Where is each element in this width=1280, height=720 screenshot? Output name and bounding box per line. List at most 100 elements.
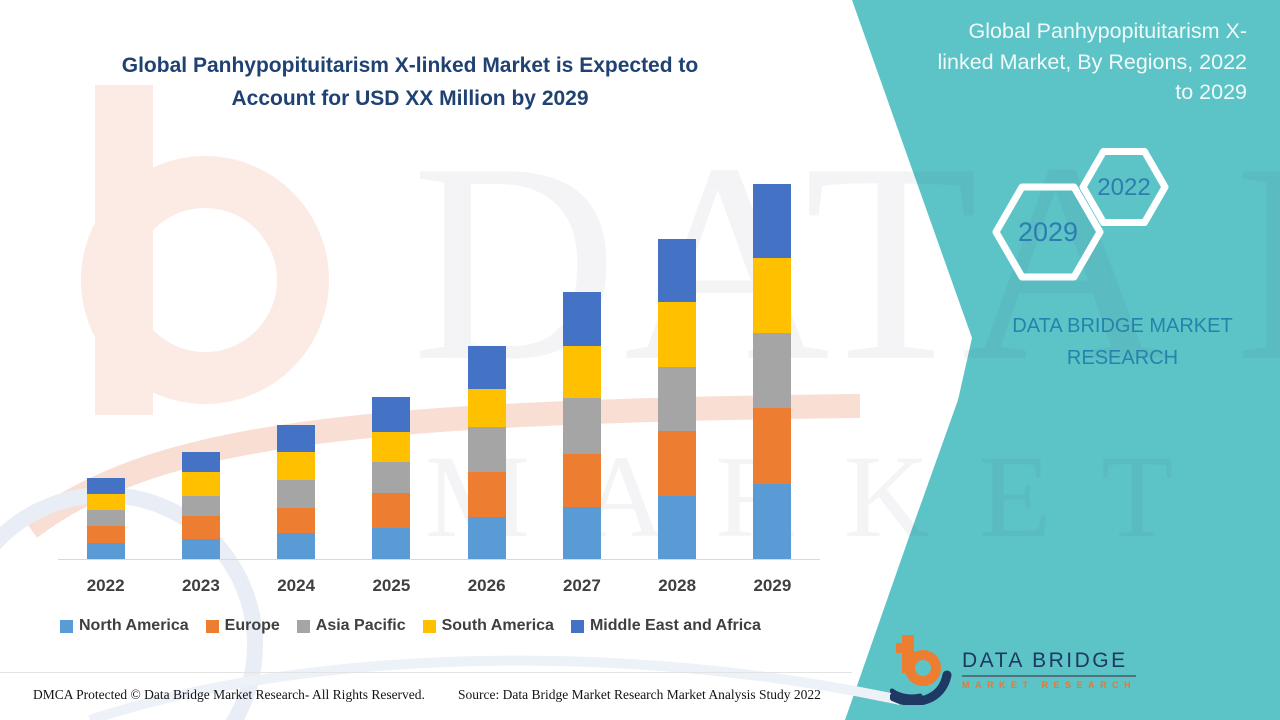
segment-middle-east-and-africa bbox=[658, 239, 697, 302]
segment-north-america bbox=[181, 539, 220, 559]
segment-north-america bbox=[372, 528, 411, 559]
dbmr-logo-icon bbox=[890, 635, 952, 705]
footer-dmca-text: DMCA Protected © Data Bridge Market Rese… bbox=[33, 687, 425, 702]
segment-north-america bbox=[753, 484, 792, 559]
segment-asia-pacific bbox=[753, 333, 792, 408]
legend-swatch bbox=[60, 619, 73, 633]
stacked-bar-2025 bbox=[372, 397, 411, 559]
legend-item-europe: Europe bbox=[205, 617, 280, 635]
stacked-bar-2026 bbox=[467, 346, 506, 559]
segment-south-america bbox=[372, 432, 411, 462]
legend-label: Middle East and Africa bbox=[589, 617, 761, 634]
segment-europe bbox=[467, 472, 506, 517]
stacked-bar-2027 bbox=[562, 292, 601, 559]
stacked-bar-2023 bbox=[181, 452, 220, 559]
dbmr-logo-text: DATA BRIDGE MARKET RESEARCH bbox=[962, 649, 1137, 690]
bar-column-2025 bbox=[344, 179, 439, 559]
segment-middle-east-and-africa bbox=[372, 397, 411, 432]
segment-south-america bbox=[277, 452, 316, 480]
hexagon-badges: 2022 2029 bbox=[992, 148, 1169, 281]
segment-north-america bbox=[277, 533, 316, 559]
segment-asia-pacific bbox=[562, 398, 601, 454]
segment-europe bbox=[86, 526, 125, 543]
legend-item-south-america: South America bbox=[422, 617, 554, 635]
legend: North America Europe Asia Pacific South Ame… bbox=[60, 617, 830, 635]
legend-label: North America bbox=[79, 617, 189, 634]
stacked-bar-2029 bbox=[753, 184, 792, 559]
bar-column-2027 bbox=[534, 179, 629, 559]
bar-column-2026 bbox=[439, 179, 534, 559]
legend-label: Europe bbox=[224, 617, 280, 634]
segment-south-america bbox=[562, 346, 601, 398]
segment-south-america bbox=[86, 494, 125, 510]
bar-chart bbox=[58, 179, 820, 559]
segment-middle-east-and-africa bbox=[467, 346, 506, 389]
segment-asia-pacific bbox=[277, 480, 316, 508]
segment-south-america bbox=[753, 258, 792, 333]
segment-europe bbox=[372, 493, 411, 528]
segment-north-america bbox=[658, 496, 697, 559]
bar-column-2024 bbox=[249, 179, 344, 559]
segment-middle-east-and-africa bbox=[86, 478, 125, 494]
legend-label: Asia Pacific bbox=[315, 617, 406, 634]
stacked-bar-2028 bbox=[658, 239, 697, 559]
x-axis-label-2026: 2026 bbox=[467, 576, 506, 595]
hexagon-year-2022: 2022 bbox=[1097, 174, 1150, 201]
legend-swatch bbox=[422, 619, 436, 633]
segment-south-america bbox=[467, 389, 506, 427]
segment-europe bbox=[658, 431, 697, 496]
panel-heading: Global Panhypopituitarism X-linked Marke… bbox=[937, 19, 1247, 105]
legend-label: South America bbox=[441, 617, 554, 634]
segment-europe bbox=[562, 454, 601, 507]
bar-column-2023 bbox=[153, 179, 248, 559]
legend-item-north-america: North America bbox=[60, 617, 189, 635]
segment-asia-pacific bbox=[181, 496, 220, 516]
segment-south-america bbox=[181, 472, 220, 496]
logo-name: DATA BRIDGE bbox=[962, 649, 1137, 677]
hexagon-badge-2029: 2029 bbox=[992, 183, 1104, 281]
x-axis-label-2024: 2024 bbox=[277, 576, 316, 595]
segment-middle-east-and-africa bbox=[277, 425, 316, 452]
x-axis-label-2028: 2028 bbox=[658, 576, 697, 595]
x-axis-label-2029: 2029 bbox=[753, 576, 792, 595]
segment-asia-pacific bbox=[658, 367, 697, 431]
x-axis-label-2022: 2022 bbox=[86, 576, 125, 595]
segment-europe bbox=[181, 516, 220, 539]
segment-middle-east-and-africa bbox=[562, 292, 601, 346]
segment-europe bbox=[277, 508, 316, 533]
x-axis-label-2027: 2027 bbox=[562, 576, 601, 595]
bar-column-2028 bbox=[630, 179, 725, 559]
segment-europe bbox=[753, 408, 792, 484]
legend-swatch bbox=[296, 619, 310, 633]
legend-item-middle-east-and-africa: Middle East and Africa bbox=[570, 617, 761, 635]
segment-asia-pacific bbox=[86, 510, 125, 526]
legend-swatch bbox=[570, 619, 584, 633]
footer-source-text: Source: Data Bridge Market Research Mark… bbox=[458, 687, 821, 702]
x-axis-label-2025: 2025 bbox=[372, 576, 411, 595]
x-axis-label-2023: 2023 bbox=[181, 576, 220, 595]
legend-swatch bbox=[205, 619, 219, 633]
segment-south-america bbox=[658, 302, 697, 367]
logo-tagline: MARKET RESEARCH bbox=[962, 679, 1137, 690]
segment-middle-east-and-africa bbox=[753, 184, 792, 258]
legend-item-asia-pacific: Asia Pacific bbox=[296, 617, 406, 635]
chart-title: Global Panhypopituitarism X-linked Marke… bbox=[121, 54, 699, 110]
hexagon-year-2029: 2029 bbox=[1018, 217, 1078, 247]
stacked-bar-2024 bbox=[277, 425, 316, 559]
footer-divider bbox=[0, 672, 852, 673]
bar-column-2022 bbox=[58, 179, 153, 559]
x-axis-labels: 2022 2023 2024 2025 2026 2027 2028 2029 bbox=[58, 576, 820, 596]
panel-brand-text: DATA BRIDGE MARKET RESEARCH bbox=[1012, 315, 1233, 369]
segment-north-america bbox=[467, 517, 506, 559]
segment-asia-pacific bbox=[372, 462, 411, 493]
stacked-bar-2022 bbox=[86, 478, 125, 559]
segment-north-america bbox=[562, 507, 601, 559]
segment-middle-east-and-africa bbox=[181, 452, 220, 472]
segment-north-america bbox=[86, 543, 125, 559]
bar-column-2029 bbox=[725, 179, 820, 559]
watermark-text-line1: DATA BRIDGE bbox=[412, 120, 1280, 405]
hexagon-badge-2022: 2022 bbox=[1079, 148, 1169, 226]
x-axis-line bbox=[58, 559, 820, 560]
dbmr-logo: DATA BRIDGE MARKET RESEARCH bbox=[890, 633, 1137, 705]
